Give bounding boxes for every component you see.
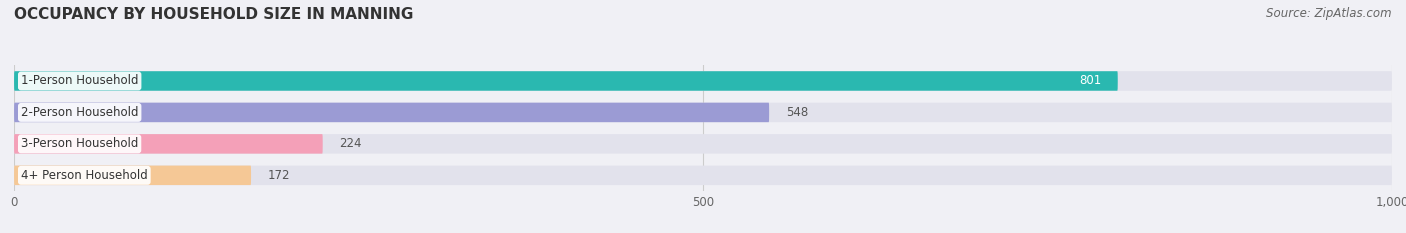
Text: 224: 224 bbox=[339, 137, 361, 150]
FancyBboxPatch shape bbox=[14, 103, 1392, 122]
Text: Source: ZipAtlas.com: Source: ZipAtlas.com bbox=[1267, 7, 1392, 20]
Text: 2-Person Household: 2-Person Household bbox=[21, 106, 138, 119]
FancyBboxPatch shape bbox=[14, 134, 1392, 154]
Text: 4+ Person Household: 4+ Person Household bbox=[21, 169, 148, 182]
Text: 172: 172 bbox=[267, 169, 290, 182]
FancyBboxPatch shape bbox=[14, 71, 1118, 91]
FancyBboxPatch shape bbox=[14, 103, 769, 122]
FancyBboxPatch shape bbox=[14, 166, 252, 185]
Text: 801: 801 bbox=[1078, 75, 1101, 87]
FancyBboxPatch shape bbox=[14, 71, 1392, 91]
Text: 1-Person Household: 1-Person Household bbox=[21, 75, 138, 87]
Text: OCCUPANCY BY HOUSEHOLD SIZE IN MANNING: OCCUPANCY BY HOUSEHOLD SIZE IN MANNING bbox=[14, 7, 413, 22]
Text: 548: 548 bbox=[786, 106, 808, 119]
FancyBboxPatch shape bbox=[14, 134, 323, 154]
FancyBboxPatch shape bbox=[14, 166, 1392, 185]
Text: 3-Person Household: 3-Person Household bbox=[21, 137, 138, 150]
